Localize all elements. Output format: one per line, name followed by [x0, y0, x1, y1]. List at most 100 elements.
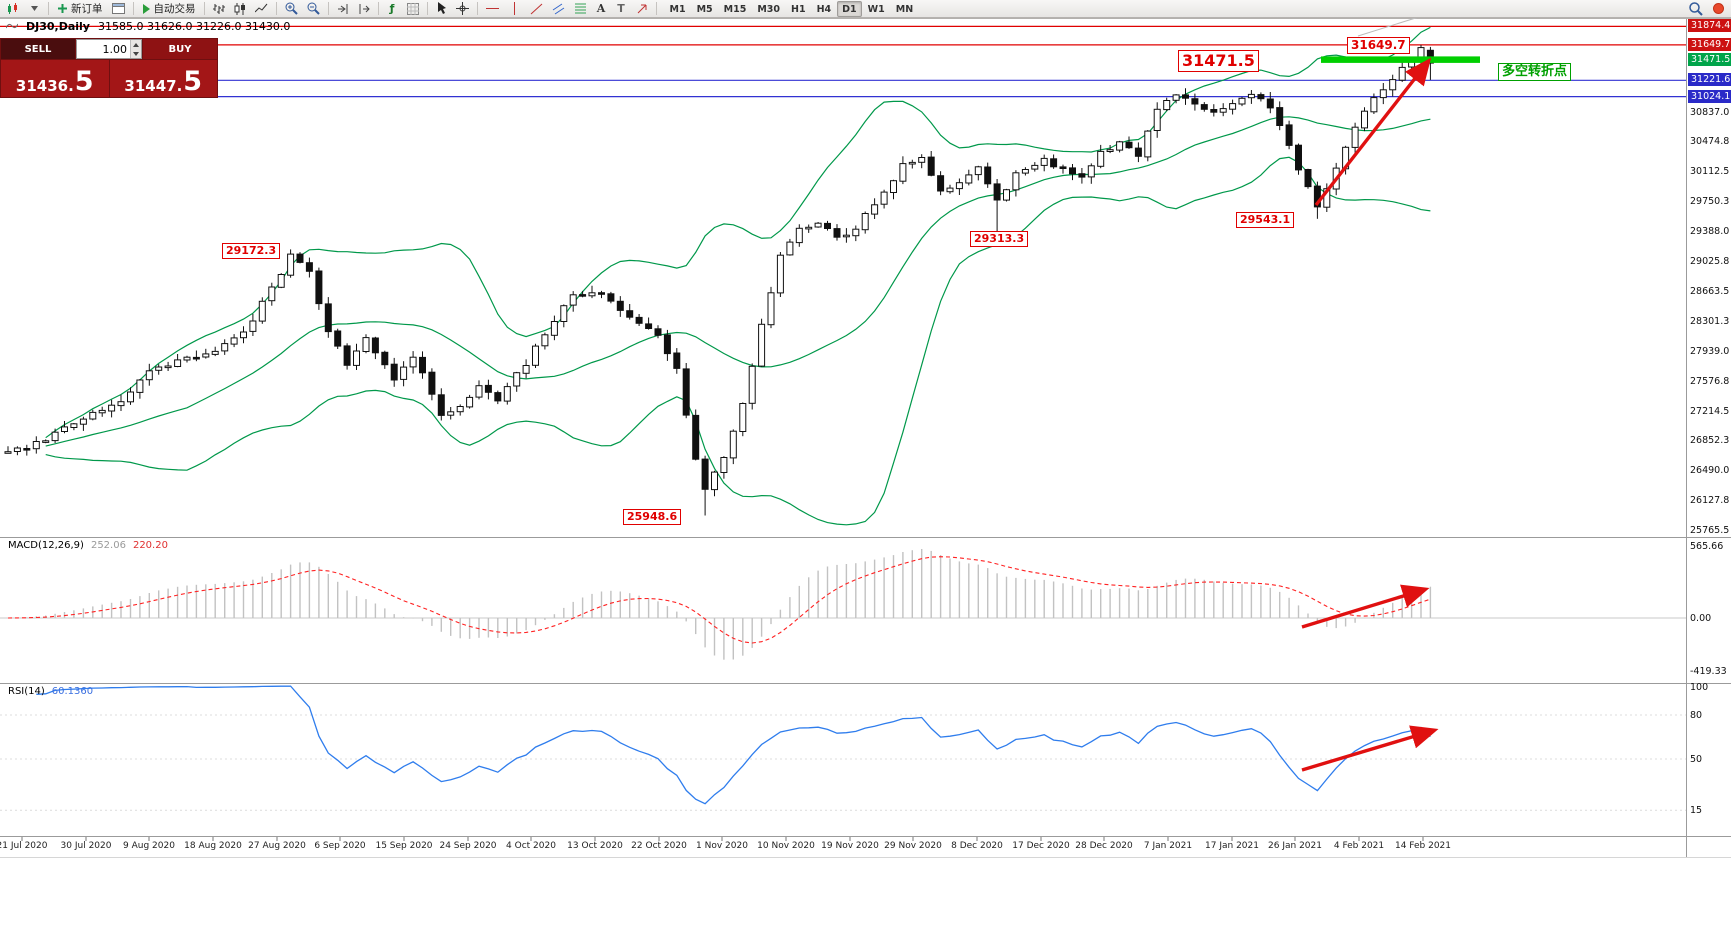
trend-arrow[interactable] — [1314, 57, 1432, 207]
trend-arrow[interactable] — [1301, 584, 1430, 629]
buy-price-button[interactable]: 31447. 5 — [109, 60, 217, 98]
search-icon — [1689, 1, 1703, 16]
macd-label: MACD(12,26,9) — [8, 540, 84, 551]
toolbar-divider — [655, 2, 657, 15]
sell-label: SELL — [24, 43, 52, 55]
step-up-icon[interactable] — [133, 42, 139, 47]
arrow-up-right-icon — [636, 3, 648, 15]
rsi-label: RSI(14) — [8, 686, 45, 697]
buy-price-fraction: 5 — [183, 66, 203, 98]
search-button[interactable] — [1685, 1, 1707, 17]
trend-arrow[interactable] — [1301, 725, 1439, 772]
timeframe-button-m30[interactable]: M30 — [757, 3, 781, 15]
chart-callout[interactable]: 31471.5 — [1178, 50, 1259, 72]
chart-callout[interactable]: 29543.1 — [1236, 212, 1295, 228]
candle-chart-mode-button[interactable] — [230, 1, 250, 17]
chart-callout[interactable]: 多空转折点 — [1498, 63, 1572, 82]
zoom-in-icon — [285, 2, 298, 15]
rsi-indicator — [0, 685, 1686, 811]
sell-price: 31436. — [15, 76, 74, 95]
timeframe-button-w1[interactable]: W1 — [867, 3, 885, 15]
candlestick-series — [4, 44, 1434, 516]
function-icon: ƒ — [389, 2, 395, 15]
horizontal-line-icon — [485, 2, 499, 15]
macd-pane-title: MACD(12,26,9) 252.06 220.20 — [8, 540, 168, 551]
toolbar-divider — [327, 2, 329, 15]
rsi-value: 60.1360 — [51, 686, 94, 697]
bar-chart-icon — [212, 3, 225, 15]
one-click-trading-panel: SELL 1.00 BUY 31436. 5 31447. 5 — [0, 38, 218, 98]
timeframe-button-h1[interactable]: H1 — [791, 3, 806, 15]
symbol-period-label: DJ30,Daily — [26, 20, 90, 33]
buy-label: BUY — [168, 43, 192, 55]
chart-callout[interactable]: 29172.3 — [222, 243, 281, 259]
toolbar-divider — [377, 2, 379, 15]
trendline-tool[interactable] — [526, 1, 547, 17]
timeframe-button-d1[interactable]: D1 — [837, 0, 862, 17]
text-t-icon: T — [617, 2, 625, 15]
main-toolbar: 新订单 自动交易 ƒ A T M1 M5 M15 M30 H1 H4 D1 W1 MN — [0, 0, 1731, 18]
text-tool[interactable]: A — [592, 1, 611, 17]
timeframe-button-m1[interactable]: M1 — [669, 3, 686, 15]
window-icon — [111, 3, 125, 14]
toolbar-divider — [275, 2, 277, 15]
zoom-out-button[interactable] — [303, 1, 324, 17]
auto-scroll-button[interactable] — [333, 1, 353, 17]
line-chart-mode-button[interactable] — [251, 1, 272, 17]
support-zone-line[interactable] — [1321, 56, 1480, 63]
bar-chart-mode-button[interactable] — [209, 1, 229, 17]
horizontal-line-tool[interactable] — [482, 1, 503, 17]
step-down-icon[interactable] — [133, 51, 139, 56]
profiles-button[interactable] — [108, 1, 129, 17]
candlestick-chart-icon — [7, 2, 20, 15]
auto-trading-button[interactable]: 自动交易 — [138, 1, 200, 17]
ohlc-values: 31585.0 31626.0 31226.0 31430.0 — [97, 20, 291, 33]
arrows-tool[interactable] — [632, 1, 652, 17]
timeframe-button-m15[interactable]: M15 — [723, 3, 747, 15]
bollinger-bands — [45, 26, 1431, 526]
volume-input[interactable]: 1.00 — [76, 39, 142, 59]
notification-badge[interactable] — [1713, 3, 1724, 14]
timeframe-button-mn[interactable]: MN — [895, 3, 914, 15]
volume-value: 1.00 — [102, 43, 128, 56]
trendline-icon — [530, 2, 543, 15]
timeframe-button-h4[interactable]: H4 — [816, 3, 832, 15]
timeframe-button-m5[interactable]: M5 — [696, 3, 713, 15]
chart-callout[interactable]: 25948.6 — [623, 509, 682, 525]
sell-button[interactable]: SELL — [1, 39, 75, 59]
toolbar-divider — [48, 2, 49, 15]
chevron-down-icon — [31, 6, 38, 11]
cursor-button[interactable] — [432, 1, 451, 17]
toolbar-divider — [132, 2, 134, 15]
fibonacci-icon — [574, 2, 587, 15]
auto-trading-label: 自动交易 — [153, 3, 196, 15]
drawing-object-icon — [5, 20, 19, 33]
text-label-tool[interactable]: T — [612, 1, 631, 17]
grid-icon — [406, 2, 419, 15]
crosshair-icon — [455, 2, 469, 15]
zoom-in-button[interactable] — [281, 1, 302, 17]
rsi-pane-title: RSI(14) 60.1360 — [8, 686, 93, 697]
chart-list-dropdown[interactable] — [25, 1, 44, 17]
chart-callout[interactable]: 29313.3 — [970, 231, 1029, 247]
vertical-line-tool[interactable] — [504, 1, 525, 17]
crosshair-button[interactable] — [452, 1, 473, 17]
grid-button[interactable] — [403, 1, 423, 17]
sell-price-button[interactable]: 31436. 5 — [1, 60, 109, 97]
timeframe-group: M1 M5 M15 M30 H1 H4 D1 W1 MN — [665, 0, 919, 17]
indicators-button[interactable]: ƒ — [383, 1, 402, 17]
chart-shift-button[interactable] — [354, 1, 374, 17]
channel-tool[interactable] — [548, 1, 569, 17]
fibonacci-tool[interactable] — [570, 1, 591, 17]
line-chart-icon — [254, 3, 268, 14]
text-a-icon: A — [596, 2, 606, 15]
volume-stepper[interactable] — [130, 40, 141, 58]
new-order-button[interactable]: 新订单 — [53, 1, 107, 17]
new-chart-button[interactable] — [3, 1, 24, 17]
chart-callout[interactable]: 31649.7 — [1347, 37, 1410, 54]
buy-button[interactable]: BUY — [143, 39, 217, 59]
chart-title: DJ30,Daily 31585.0 31626.0 31226.0 31430… — [5, 20, 291, 33]
